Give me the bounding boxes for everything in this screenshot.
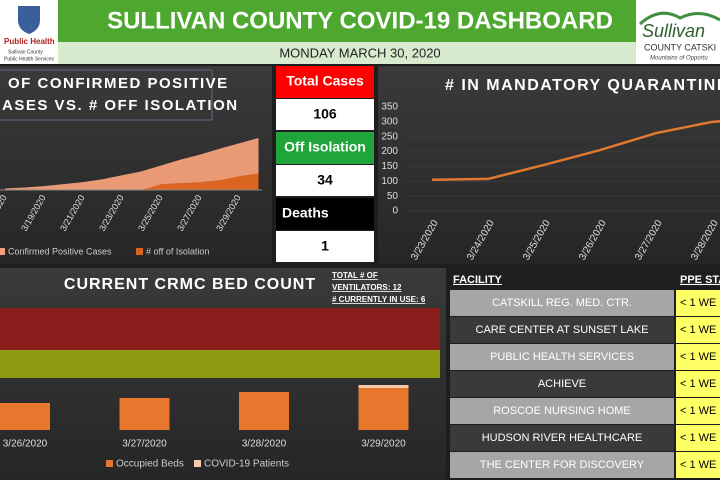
table-row xyxy=(450,398,674,424)
title-bar xyxy=(58,0,636,42)
title-frame xyxy=(0,69,213,121)
y-tick-label: 250 xyxy=(381,131,398,142)
area xyxy=(5,173,259,190)
table-row xyxy=(450,290,674,316)
stat-value-box xyxy=(276,231,374,262)
bar xyxy=(0,403,50,430)
status-cell xyxy=(676,398,720,424)
table-header: FACILITY xyxy=(453,274,503,286)
logo-text: Sullivan xyxy=(642,21,705,41)
zone-red xyxy=(0,308,440,350)
x-tick-label: 3/26/2020 xyxy=(3,439,48,450)
status-cell xyxy=(676,371,720,397)
bar xyxy=(358,385,409,388)
stat-label-box xyxy=(276,66,374,98)
stat-value: 34 xyxy=(317,172,333,188)
stat-value-box xyxy=(276,99,374,130)
chart-title: # IN MANDATORY QUARANTINE xyxy=(445,77,720,94)
stat-value: 106 xyxy=(313,106,337,122)
facility-name: PUBLIC HEALTH SERVICES xyxy=(490,351,634,363)
table-row xyxy=(450,344,674,370)
stat-label: Deaths xyxy=(282,205,329,221)
y-tick-label: 200 xyxy=(381,146,398,157)
legend-swatch xyxy=(194,460,201,467)
bar xyxy=(119,398,170,430)
table-header: PPE STA xyxy=(680,274,720,286)
area xyxy=(5,138,259,190)
y-tick-label: 50 xyxy=(387,191,399,202)
ppe-status: < 1 WE xyxy=(680,351,716,363)
status-cell xyxy=(676,344,720,370)
table-row xyxy=(450,425,674,451)
y-tick-label: 300 xyxy=(381,116,398,127)
stat-label: Off Isolation xyxy=(284,139,366,155)
facility-name: ACHIEVE xyxy=(538,378,586,390)
x-tick-label: 3/27/2020 xyxy=(122,439,167,450)
ppe-status: < 1 WE xyxy=(680,297,716,309)
bar xyxy=(358,388,409,430)
chart-title: CURRENT CRMC BED COUNT xyxy=(64,276,316,293)
facility-name: HUDSON RIVER HEALTHCARE xyxy=(482,432,643,444)
table-row xyxy=(450,371,674,397)
facility-name: ROSCOE NURSING HOME xyxy=(493,405,631,417)
table-row xyxy=(450,317,674,343)
legend-label: Occupied Beds xyxy=(116,459,184,470)
facility-name: CATSKILL REG. MED. CTR. xyxy=(492,297,632,309)
right-logo xyxy=(636,0,720,64)
stat-label-box xyxy=(276,198,374,230)
logo-text: Public Health xyxy=(4,37,55,46)
dashboard-title: SULLIVAN COUNTY COVID-19 DASHBOARD xyxy=(107,7,613,34)
y-tick-label: 150 xyxy=(381,161,398,172)
logo-text: Sullivan County xyxy=(8,49,43,55)
dashboard-date: MONDAY MARCH 30, 2020 xyxy=(279,45,440,60)
x-tick-label: 3/28/2020 xyxy=(242,439,287,450)
annotation: # CURRENTLY IN USE: 6 xyxy=(332,295,426,304)
ppe-status: < 1 WE xyxy=(680,378,716,390)
stat-value: 1 xyxy=(321,238,329,254)
logo-text: COUNTY CATSKI xyxy=(644,42,716,52)
y-tick-label: 0 xyxy=(392,206,398,217)
status-cell xyxy=(676,290,720,316)
bar xyxy=(239,392,289,430)
status-cell xyxy=(676,317,720,343)
table-row xyxy=(450,452,674,478)
logo-shield xyxy=(18,6,40,34)
legend-swatch xyxy=(106,460,113,467)
panel xyxy=(378,66,720,264)
zone-yellow xyxy=(0,350,440,378)
legend-label: # off of Isolation xyxy=(146,246,209,256)
stat-label-box xyxy=(276,132,374,164)
ppe-status: < 1 WE xyxy=(680,405,716,417)
x-tick-label: 3/29/2020 xyxy=(361,439,406,450)
y-tick-label: 100 xyxy=(381,176,398,187)
status-cell xyxy=(676,425,720,451)
annotation: VENTILATORS: 12 xyxy=(332,283,402,292)
stat-value-box xyxy=(276,165,374,196)
annotation: TOTAL # OF xyxy=(332,271,378,280)
line xyxy=(431,120,720,182)
facility-name: CARE CENTER AT SUNSET LAKE xyxy=(476,324,649,336)
legend-label: Confirmed Positive Cases xyxy=(8,246,112,256)
chart-title: OF CONFIRMED POSITIVE xyxy=(8,75,229,92)
date-bar xyxy=(58,42,636,64)
legend-swatch xyxy=(136,248,143,255)
status-cell xyxy=(676,452,720,478)
ppe-status: < 1 WE xyxy=(680,459,716,471)
logo-text: Mountains of Opportu xyxy=(650,56,708,62)
logo-text: Public Health Services xyxy=(4,56,55,62)
ppe-status: < 1 WE xyxy=(680,432,716,444)
ppe-status: < 1 WE xyxy=(680,324,716,336)
stat-label: Total Cases xyxy=(286,73,364,89)
logo-hills xyxy=(638,11,720,26)
legend-swatch xyxy=(0,248,5,255)
facility-name: THE CENTER FOR DISCOVERY xyxy=(480,459,645,471)
chart-title: ASES VS. # OFF ISOLATION xyxy=(2,97,239,114)
table-header-bg xyxy=(450,268,720,290)
y-tick-label: 350 xyxy=(381,102,398,113)
legend-label: COVID-19 Patients xyxy=(204,459,289,470)
